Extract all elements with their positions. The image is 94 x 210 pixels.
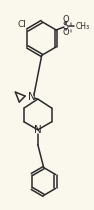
Text: =: = <box>69 21 74 25</box>
Text: =: = <box>69 28 74 32</box>
Text: O: O <box>63 14 69 24</box>
Text: N: N <box>34 125 42 135</box>
Text: N: N <box>28 92 36 102</box>
Text: CH₃: CH₃ <box>76 22 90 30</box>
Text: O: O <box>63 29 69 37</box>
Text: S: S <box>63 21 69 31</box>
Text: Cl: Cl <box>17 20 26 29</box>
